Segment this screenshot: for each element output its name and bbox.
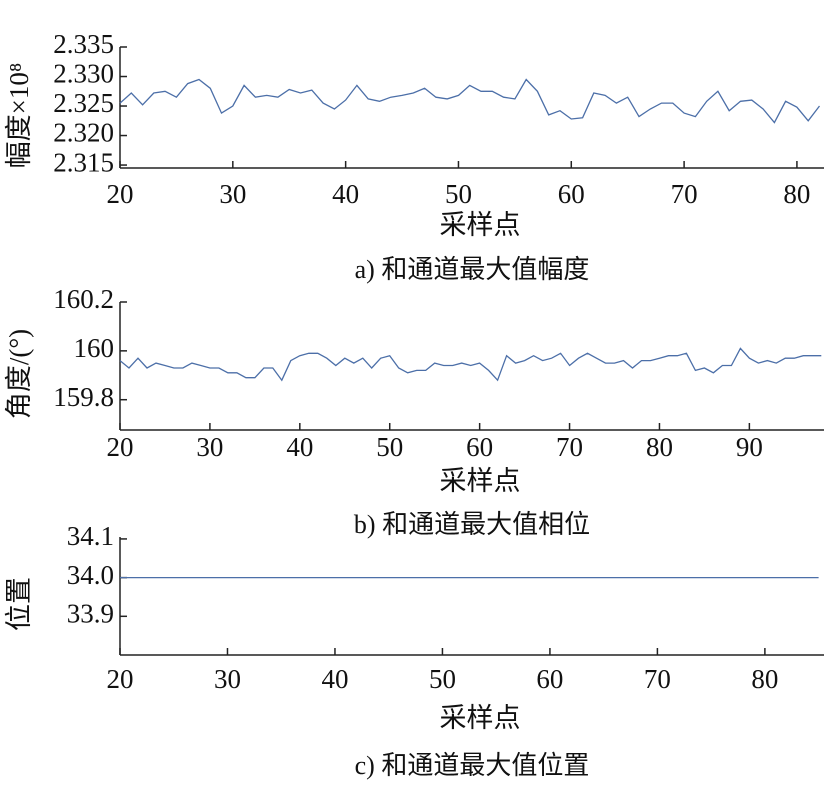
y-tick-label: 160.2 (53, 284, 114, 314)
x-axis-label: 采样点 (440, 210, 521, 240)
x-tick-label: 60 (466, 432, 493, 462)
y-tick-label: 34.0 (67, 560, 114, 590)
x-tick-label: 90 (736, 432, 763, 462)
x-tick-label: 50 (445, 179, 472, 209)
x-tick-label: 40 (332, 179, 359, 209)
y-axis-label: 角度/(°) (4, 329, 34, 419)
x-tick-label: 80 (751, 664, 778, 694)
x-tick-label: 50 (429, 664, 456, 694)
x-tick-label: 60 (558, 179, 585, 209)
x-tick-label: 60 (536, 664, 563, 694)
y-tick-label: 2.325 (53, 88, 114, 118)
y-tick-label: 2.320 (53, 118, 114, 148)
x-tick-label: 70 (556, 432, 583, 462)
x-tick-label: 20 (107, 664, 134, 694)
x-tick-label: 50 (376, 432, 403, 462)
y-tick-label: 160 (74, 333, 115, 363)
x-axis-label: 采样点 (440, 466, 521, 496)
y-tick-label: 2.330 (53, 59, 114, 89)
y-tick-label: 2.315 (53, 147, 114, 177)
x-tick-label: 30 (196, 432, 223, 462)
y-axis-label: 幅度×10⁸ (4, 63, 34, 169)
y-tick-label: 2.335 (53, 29, 114, 59)
data-line (119, 347, 822, 382)
y-tick-label: 33.9 (67, 599, 114, 629)
x-tick-label: 20 (107, 179, 134, 209)
y-axis-label: 位置 (4, 577, 34, 631)
x-tick-label: 70 (644, 664, 671, 694)
x-tick-label: 80 (783, 179, 810, 209)
caption: b) 和通道最大值相位 (354, 510, 590, 539)
x-tick-label: 40 (321, 664, 348, 694)
data-line (119, 78, 821, 124)
caption: a) 和通道最大值幅度 (355, 255, 590, 284)
x-tick-label: 20 (107, 432, 134, 462)
x-axis-label: 采样点 (440, 703, 521, 733)
x-tick-label: 30 (219, 179, 246, 209)
x-tick-label: 70 (671, 179, 698, 209)
x-tick-label: 40 (286, 432, 313, 462)
caption: c) 和通道最大值位置 (355, 751, 590, 780)
x-tick-label: 80 (646, 432, 673, 462)
y-tick-label: 159.8 (53, 382, 114, 412)
y-tick-label: 34.1 (67, 521, 114, 551)
x-tick-label: 30 (214, 664, 241, 694)
